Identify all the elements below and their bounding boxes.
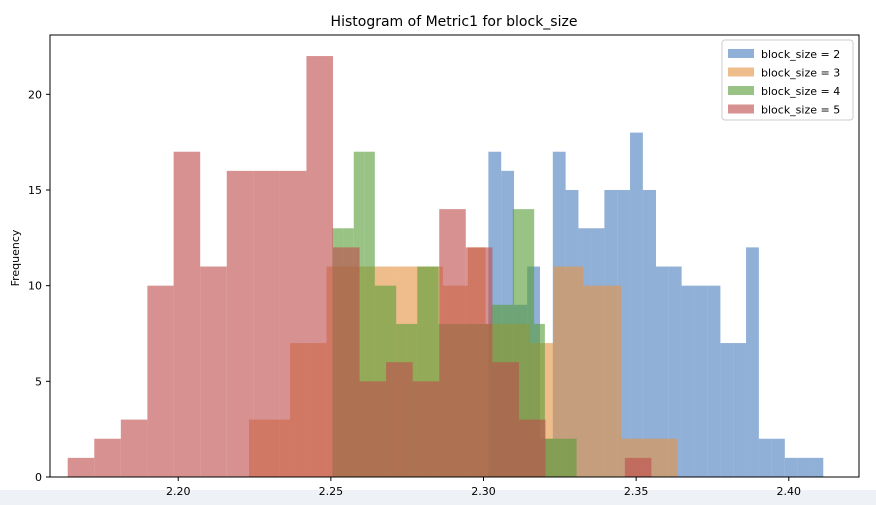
histogram-bar (733, 343, 747, 477)
y-tick-label: 20 (28, 88, 42, 101)
window-bottom-strip (0, 490, 876, 505)
histogram-bar (583, 285, 622, 477)
histogram-bar (681, 285, 695, 477)
histogram-bar (565, 438, 577, 477)
y-axis: 0 5 10 15 20 (28, 88, 50, 484)
histogram-bar (306, 56, 333, 478)
histogram-bar (771, 438, 785, 477)
histogram-bar (544, 438, 556, 477)
histogram-bar (200, 266, 227, 477)
histogram-bar (655, 266, 669, 477)
histogram-bar (648, 438, 678, 477)
x-axis: 2.20 2.25 2.30 2.35 2.40 (166, 477, 801, 498)
y-axis-label: Frequency (9, 229, 22, 286)
y-tick-label: 0 (35, 471, 42, 484)
histogram-bar (439, 209, 466, 477)
histogram-bar (668, 266, 682, 477)
legend-swatch (728, 67, 754, 77)
x-tick-label: 2.40 (777, 485, 802, 498)
histogram-bar (427, 266, 439, 477)
histogram-bar (720, 343, 734, 477)
plot-frame (49, 34, 860, 478)
x-tick-label: 2.25 (319, 485, 344, 498)
legend-box (721, 39, 854, 121)
legend-label: block_size = 4 (761, 85, 840, 98)
legend-swatch (728, 49, 754, 58)
histogram-bar (386, 362, 413, 477)
legend-swatch (728, 104, 754, 114)
histogram-bar (359, 381, 387, 477)
histogram-bar (465, 247, 493, 477)
histogram-bar (694, 285, 708, 477)
histogram-bar (279, 170, 307, 477)
histogram-bar (784, 457, 798, 477)
histogram-bar (253, 170, 280, 477)
histogram-bar (523, 209, 535, 477)
x-tick-label: 2.30 (471, 485, 496, 498)
histogram-bar (518, 419, 546, 477)
y-tick-label: 15 (28, 184, 42, 197)
histogram-bar (67, 457, 95, 477)
histogram-bar (492, 362, 519, 477)
histogram-bar (642, 189, 656, 478)
bars-layer (67, 56, 824, 478)
histogram-bar (94, 438, 121, 477)
histogram-bar (797, 457, 811, 477)
histogram-bar (417, 266, 428, 477)
y-tick-label: 5 (35, 375, 42, 388)
x-tick-label: 2.20 (166, 485, 191, 498)
histogram-bar (746, 247, 759, 477)
histogram-bar (364, 151, 375, 477)
histogram-bar (810, 457, 824, 477)
histogram-bar (624, 457, 652, 477)
histogram-bar (120, 419, 148, 477)
chart-title: Histogram of Metric1 for block_size (331, 14, 578, 30)
legend-swatch (728, 86, 754, 95)
legend-label: block_size = 3 (761, 67, 840, 80)
histogram-bar (512, 209, 524, 477)
histogram-bar (630, 132, 643, 477)
histogram-bar (412, 381, 440, 477)
legend-label: block_size = 5 (761, 104, 840, 117)
legend-label: block_size = 2 (761, 48, 840, 61)
histogram-bar (707, 285, 721, 477)
histogram-bar (555, 438, 566, 477)
series-4-bars (67, 56, 652, 478)
y-tick-label: 10 (28, 280, 42, 293)
histogram-bar (332, 247, 360, 477)
histogram-bar (226, 170, 254, 477)
histogram-bar (534, 323, 545, 477)
histogram-bar (173, 151, 201, 477)
x-tick-label: 2.35 (624, 485, 649, 498)
histogram-bar (147, 285, 174, 477)
histogram-bar (758, 438, 772, 477)
legend: block_size = 2 block_size = 3 block_size =… (721, 39, 854, 121)
